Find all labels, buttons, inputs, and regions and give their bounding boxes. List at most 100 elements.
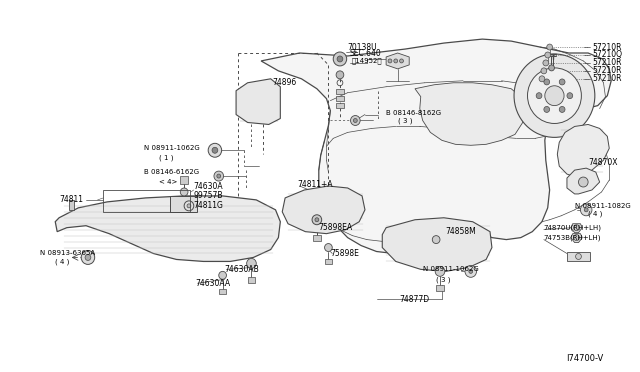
Text: ( 4 ): ( 4 ) (55, 258, 70, 265)
Polygon shape (55, 196, 280, 262)
Text: N 08911-1062G: N 08911-1062G (422, 266, 479, 272)
Bar (68, 200, 74, 210)
Polygon shape (386, 53, 409, 69)
Text: 〔14952〕: 〔14952〕 (351, 58, 382, 64)
Text: 57210R: 57210R (592, 66, 621, 76)
Text: 75898E: 75898E (330, 249, 359, 258)
Text: 99757B: 99757B (194, 192, 223, 201)
Circle shape (388, 59, 392, 63)
Circle shape (187, 204, 191, 208)
Text: N 08913-6365A: N 08913-6365A (40, 250, 95, 256)
Polygon shape (282, 186, 365, 234)
Circle shape (219, 271, 227, 279)
Circle shape (246, 259, 256, 268)
Circle shape (337, 56, 343, 62)
Circle shape (573, 235, 579, 241)
Polygon shape (261, 39, 611, 253)
Text: B 08146-6162G: B 08146-6162G (144, 169, 199, 175)
Text: 74870U(RH+LH): 74870U(RH+LH) (544, 224, 602, 231)
Circle shape (336, 71, 344, 79)
Circle shape (324, 244, 332, 251)
Circle shape (180, 188, 188, 196)
Circle shape (575, 253, 581, 259)
Text: < 4>: < 4> (159, 179, 177, 185)
Circle shape (312, 215, 322, 225)
Polygon shape (415, 83, 525, 145)
Circle shape (559, 79, 565, 85)
Circle shape (584, 208, 588, 212)
Circle shape (514, 54, 595, 137)
Circle shape (217, 174, 221, 178)
Circle shape (465, 265, 477, 277)
Text: SEC.640: SEC.640 (349, 48, 381, 58)
Text: 74811G: 74811G (194, 201, 223, 210)
Circle shape (548, 65, 554, 71)
Text: ( 3 ): ( 3 ) (436, 276, 451, 283)
Circle shape (432, 235, 440, 244)
Polygon shape (567, 168, 600, 194)
Circle shape (541, 68, 547, 74)
Circle shape (536, 93, 542, 99)
Bar (170, 196, 196, 212)
Circle shape (543, 60, 548, 66)
Circle shape (435, 266, 445, 276)
Text: ( 3 ): ( 3 ) (397, 117, 412, 124)
Bar (324, 259, 332, 264)
Text: ( 1 ): ( 1 ) (159, 155, 173, 161)
Polygon shape (382, 218, 492, 271)
Text: 74630AB: 74630AB (225, 265, 259, 274)
Text: 74811+A: 74811+A (298, 180, 333, 189)
Bar (336, 96, 344, 101)
Bar (436, 285, 444, 291)
Polygon shape (557, 125, 609, 178)
Circle shape (579, 177, 588, 187)
Circle shape (527, 68, 581, 124)
Circle shape (567, 93, 573, 99)
Circle shape (315, 218, 319, 222)
Text: N 08911-1082G: N 08911-1082G (575, 203, 630, 209)
Bar (219, 289, 227, 294)
Bar (567, 251, 590, 262)
Circle shape (469, 269, 473, 273)
Bar (180, 176, 188, 184)
Bar (103, 190, 190, 212)
Circle shape (559, 106, 565, 112)
Text: 57210Q: 57210Q (592, 51, 622, 60)
Text: 75898EA: 75898EA (319, 223, 353, 232)
Circle shape (545, 52, 550, 58)
Text: 57210R: 57210R (592, 58, 621, 67)
Circle shape (544, 106, 550, 112)
Text: 57210R: 57210R (592, 42, 621, 52)
Text: 57210R: 57210R (592, 74, 621, 83)
Text: 74630A: 74630A (194, 182, 223, 190)
Circle shape (580, 204, 592, 216)
Bar (248, 277, 255, 283)
Circle shape (547, 44, 552, 50)
Circle shape (351, 116, 360, 125)
Text: 74630AA: 74630AA (196, 279, 231, 288)
Text: I74700-V: I74700-V (566, 354, 604, 363)
Text: 74896: 74896 (273, 78, 297, 87)
Circle shape (545, 86, 564, 106)
Circle shape (399, 59, 403, 63)
Circle shape (539, 76, 545, 82)
Polygon shape (571, 224, 582, 232)
Polygon shape (571, 234, 582, 243)
Polygon shape (236, 79, 280, 125)
Circle shape (81, 250, 95, 264)
Circle shape (214, 171, 223, 181)
Text: 74877D: 74877D (399, 295, 429, 304)
Circle shape (184, 201, 194, 211)
Text: ( 4 ): ( 4 ) (588, 211, 602, 217)
Text: 74753B(RH+LH): 74753B(RH+LH) (544, 234, 602, 241)
Circle shape (544, 79, 550, 85)
Text: 74811: 74811 (59, 195, 83, 204)
Text: 74858M: 74858M (445, 227, 477, 236)
Text: B 08146-8162G: B 08146-8162G (386, 109, 441, 116)
Circle shape (85, 254, 91, 260)
Bar (336, 89, 344, 94)
Bar (336, 103, 344, 108)
Text: 70138U: 70138U (348, 42, 377, 52)
Circle shape (573, 225, 579, 231)
Text: 74870X: 74870X (588, 158, 618, 167)
